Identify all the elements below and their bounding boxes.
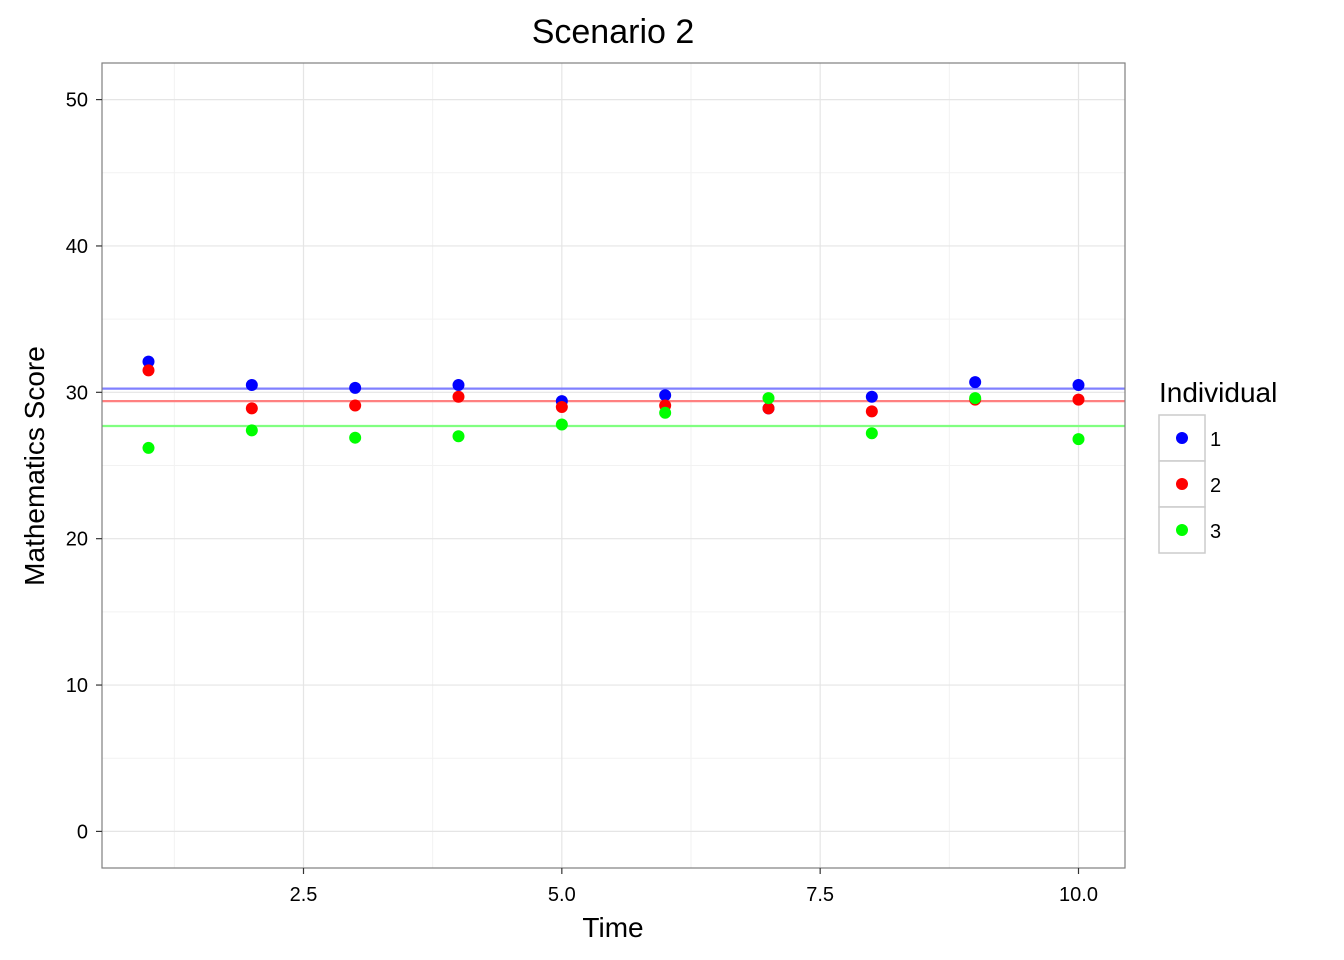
x-axis-title: Time — [582, 912, 643, 943]
x-tick-label: 7.5 — [806, 884, 834, 906]
series-3-point — [865, 427, 878, 440]
series-1-point — [452, 379, 465, 391]
series-3-point — [659, 406, 672, 419]
series-3-point — [452, 430, 465, 443]
legend-label-3: 3 — [1210, 521, 1221, 543]
series-1-point — [142, 355, 155, 368]
y-tick-label: 30 — [66, 382, 88, 404]
series-3-point — [762, 392, 775, 405]
series-3-point — [555, 418, 568, 431]
x-tick-label: 10.0 — [1059, 884, 1098, 906]
series-3-point — [142, 441, 155, 454]
legend-key-2 — [1176, 478, 1188, 490]
x-tick-label: 2.5 — [290, 884, 318, 906]
legend-title: Individual — [1159, 377, 1277, 408]
series-2-point — [349, 399, 362, 412]
y-tick-label: 10 — [66, 675, 88, 697]
series-1-point — [245, 379, 258, 391]
y-axis-title: Mathematics Score — [19, 346, 50, 586]
series-2-point — [555, 400, 568, 413]
legend-key-3 — [1176, 524, 1188, 536]
panel-border — [101, 62, 1126, 869]
series-1-point — [865, 390, 878, 403]
series-2-point — [865, 405, 878, 418]
series-1-point — [1072, 379, 1085, 391]
chart-title: Scenario 2 — [532, 13, 695, 51]
x-tick-label: 5.0 — [548, 884, 576, 906]
series-1-point — [659, 389, 672, 402]
y-tick-label: 50 — [66, 90, 88, 112]
legend-label-2: 2 — [1210, 475, 1221, 497]
y-tick-label: 40 — [66, 236, 88, 258]
series-3-point — [245, 424, 258, 437]
series-3-point — [1072, 433, 1085, 446]
y-tick-label: 0 — [77, 821, 88, 843]
series-3-point — [349, 431, 362, 444]
y-tick-label: 20 — [66, 529, 88, 551]
series-2-point — [762, 402, 775, 415]
series-2-point — [1072, 393, 1085, 406]
legend-key-1 — [1176, 432, 1188, 444]
series-1-point — [349, 381, 362, 394]
legend-label-1: 1 — [1210, 429, 1221, 451]
series-2-point — [142, 364, 155, 377]
series-3-point — [969, 392, 982, 405]
legend: Individual 1 2 3 — [1158, 377, 1277, 554]
series-2-point — [245, 402, 258, 415]
plot-panel — [101, 62, 1126, 869]
series-2-point — [452, 390, 465, 403]
series-1-point — [969, 376, 982, 389]
